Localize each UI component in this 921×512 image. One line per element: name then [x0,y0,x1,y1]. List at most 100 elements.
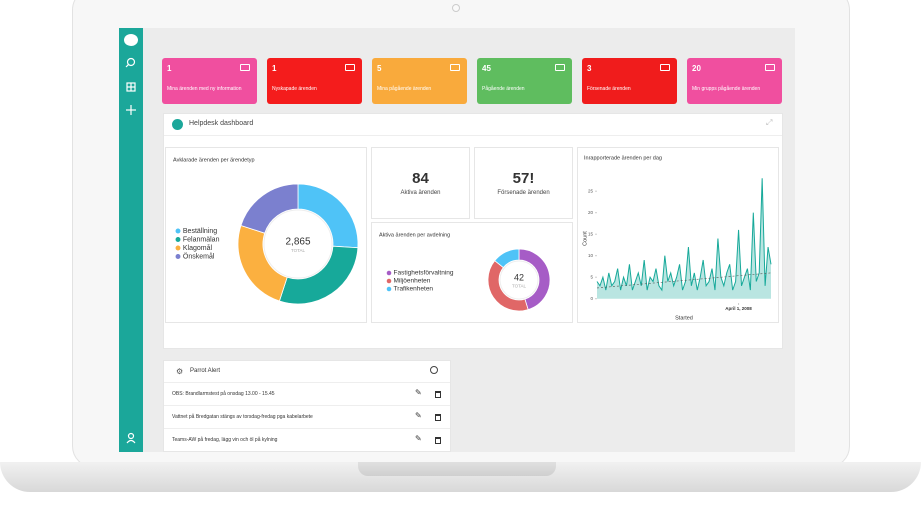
stat-label: Aktiva ärenden [400,190,441,196]
donut-card: Aktiva ärenden per avdelning Fastighetsfö… [371,222,573,323]
donut-segment [240,183,299,234]
summary-tile[interactable]: 3 Försenade ärenden [582,58,677,104]
alert-icon: ⚙ [176,367,184,376]
dashboard-icon [172,119,183,130]
chart-title: Aktiva ärenden per avdelning [379,232,450,238]
legend-label: Klagomål [183,244,213,252]
chart: Aktiva ärenden per avdelning Fastighetsfö… [379,232,551,312]
summary-tile[interactable]: 1 Nyskapade ärenden [267,58,362,104]
divider [164,135,782,136]
camera [452,4,460,12]
legend-marker [386,278,392,284]
play-button[interactable] [430,366,438,374]
summary-tile[interactable]: 20 Min grupps pågående ärenden [687,58,782,104]
donut-hole [499,260,539,300]
summary-tile[interactable]: 1 Mina ärenden med ny information [162,58,257,104]
legend-label: Fastighetsförvaltning [394,270,454,277]
logo[interactable] [124,34,138,46]
legend-marker [175,245,181,251]
legend-label: Önskemål [183,252,215,260]
delete-button[interactable] [435,414,441,421]
dashboard-title: Helpdesk dashboard [189,120,254,127]
alert-row: Teams-AW på fredag, lägg vin och öl på k… [164,428,450,451]
alert-text: Vattnet på Bredgatan stängs av torsdag-f… [172,414,313,420]
edit-button[interactable]: ✎ [415,434,422,443]
donut-caption: TOTAL [291,248,306,253]
user-icon[interactable] [127,432,135,440]
alert-row: OBS: Brandlarmstest på onsdag 13.00 - 15… [164,382,450,405]
tile-icon [765,64,775,71]
alert-text: OBS: Brandlarmstest på onsdag 13.00 - 15… [172,391,275,397]
stat-value: 57! [512,170,535,187]
stat-card: 84 Aktiva ärenden [371,147,470,219]
trend-line [596,272,772,289]
line-card: Inrapporterade ärenden per dag 0 5 10 15 20 25… [577,147,779,323]
search-icon[interactable] [126,57,136,67]
legend-marker [386,270,392,276]
tile-label: Min grupps pågående ärenden [692,86,761,92]
tile-icon [345,64,355,71]
donut-segment [494,248,520,269]
stat-value: 84 [412,170,429,187]
y-tick-label: 10 [588,253,594,258]
alert-text: Teams-AW på fredag, lägg vin och öl på k… [172,437,278,443]
tile-icon [555,64,565,71]
donut-total: 2,865 [285,237,310,248]
laptop-notch [358,462,556,476]
legend-marker [175,254,181,259]
chart-title: Inrapporterade ärenden per dag [584,155,662,161]
sidebar [119,28,143,452]
legend-label: Miljöenheten [394,278,431,285]
y-tick-label: 0 [590,296,593,301]
tile-icon [240,64,250,71]
delete-button[interactable] [435,437,441,444]
legend-label: Felanmälan [183,236,220,243]
legend-marker [175,228,181,234]
tile-label: Mina pågående ärenden [377,86,432,92]
sidebar-icons [125,57,136,444]
y-tick-label: 20 [588,210,594,215]
expand-icon[interactable]: ⤢ [766,118,773,127]
tile-icon [660,64,670,71]
edit-button[interactable]: ✎ [415,411,422,420]
tile-count: 20 [692,64,701,73]
x-axis-label: Started [675,315,693,321]
y-tick-label: 25 [588,188,594,193]
screen: Helpdesk dashboard ⤢ ⚙ Parrot Alert OBS:… [119,28,795,452]
legend-label: Beställning [183,228,217,235]
tile-count: 3 [587,64,592,73]
delete-button[interactable] [435,391,441,398]
y-tick-label: 5 [590,274,593,279]
chart: Avklarade ärenden per ärendetyp Beställni… [173,157,359,305]
donut-caption: TOTAL [512,283,527,288]
stat-label: Försenade ärenden [497,190,550,196]
tile-label: Mina ärenden med ny information [167,86,242,92]
tile-icon [450,64,460,71]
donut-total: 42 [514,272,524,282]
donut-hole [263,209,333,279]
tile-count: 1 [272,64,277,73]
tile-count: 5 [377,64,382,73]
legend-marker [386,286,392,292]
legend-marker [175,237,181,242]
summary-tile[interactable]: 5 Mina pågående ärenden [372,58,467,104]
tile-label: Pågående ärenden [482,86,525,92]
summary-tile[interactable]: 45 Pågående ärenden [477,58,572,104]
donut-card: Avklarade ärenden per ärendetyp Beställni… [165,147,367,323]
legend-label: Trafikenheten [394,286,434,293]
tile-count: 1 [167,64,172,73]
stat-card: 57! Försenade ärenden [474,147,573,219]
alert-title: Parrot Alert [190,368,221,374]
line [596,178,772,292]
tile-label: Försenade ärenden [587,86,631,92]
x-tick-label: April 1, 2008 [725,306,752,311]
parrot-alert-panel: ⚙ Parrot Alert OBS: Brandlarmstest på on… [163,360,451,452]
edit-button[interactable]: ✎ [415,388,422,397]
y-axis-label: Count [582,231,588,246]
alert-row: Vattnet på Bredgatan stängs av torsdag-f… [164,405,450,428]
chart: Inrapporterade ärenden per dag 0 5 10 15 20 25… [582,155,772,321]
tile-label: Nyskapade ärenden [272,86,317,92]
y-tick-label: 15 [588,231,594,236]
tile-count: 45 [482,64,491,73]
